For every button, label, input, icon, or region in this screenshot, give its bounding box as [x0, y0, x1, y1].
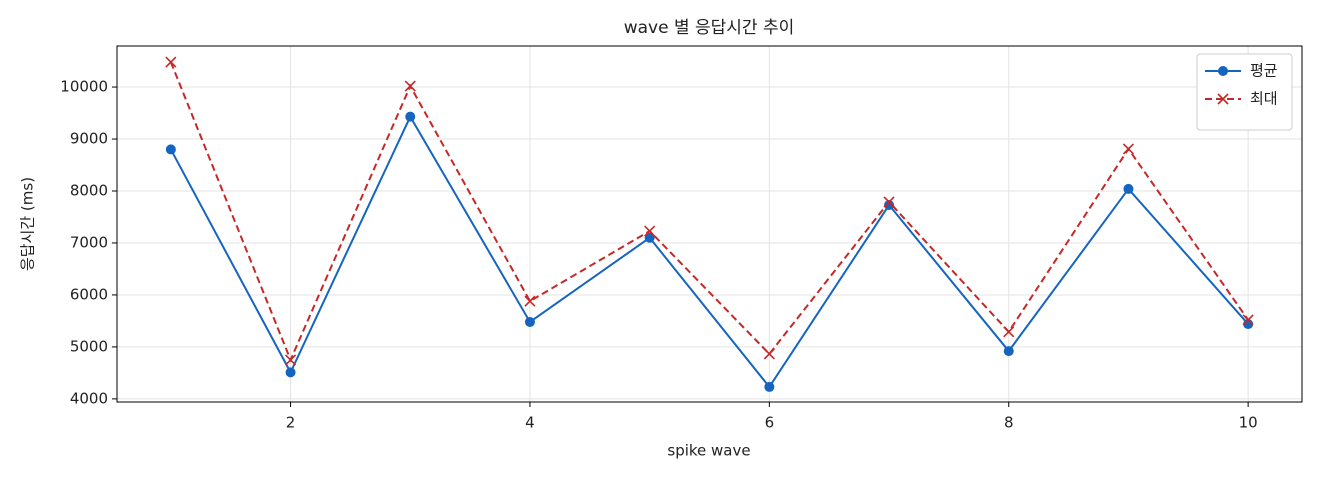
legend-marker: [1217, 93, 1229, 105]
marker: [1123, 183, 1134, 194]
marker: [1003, 326, 1015, 338]
y-tick-label: 9000: [70, 130, 108, 148]
marker: [285, 367, 296, 378]
x-tick-label: 6: [765, 414, 775, 432]
marker: [1242, 314, 1254, 326]
marker: [763, 348, 775, 360]
marker: [884, 200, 895, 211]
marker: [1003, 346, 1014, 357]
y-tick-label: 6000: [70, 285, 108, 303]
legend-box: [1196, 53, 1293, 131]
x-tick-label: 8: [1004, 414, 1014, 432]
marker: [1122, 143, 1135, 155]
legend-label: 평균: [1250, 62, 1278, 80]
y-tick-label: 4000: [70, 389, 108, 407]
x-tick-label: 4: [525, 414, 535, 432]
chart-title: wave 별 응답시간 추이: [624, 18, 795, 38]
y-tick-label: 10000: [60, 78, 108, 96]
y-axis-label: 응답시간 (ms): [19, 177, 37, 271]
x-axis-label: spike wave: [667, 442, 750, 460]
x-tick-label: 10: [1239, 414, 1258, 432]
y-tick-label: 8000: [70, 181, 108, 199]
marker: [284, 354, 297, 366]
marker: [524, 295, 536, 307]
marker: [165, 144, 176, 155]
plot-frame: [116, 45, 1303, 403]
marker: [405, 111, 416, 122]
legend-marker: [1218, 66, 1228, 76]
marker: [644, 225, 656, 237]
legend-label: 최대: [1250, 90, 1278, 108]
series-line: [169, 114, 1249, 389]
marker: [524, 316, 535, 327]
marker: [644, 232, 655, 243]
series-line: [169, 61, 1249, 363]
y-tick-label: 5000: [70, 337, 108, 355]
marker: [165, 56, 177, 68]
x-tick-label: 2: [286, 414, 296, 432]
marker: [404, 80, 416, 92]
y-tick-label: 7000: [70, 233, 108, 251]
marker: [883, 196, 895, 208]
marker: [764, 381, 775, 392]
